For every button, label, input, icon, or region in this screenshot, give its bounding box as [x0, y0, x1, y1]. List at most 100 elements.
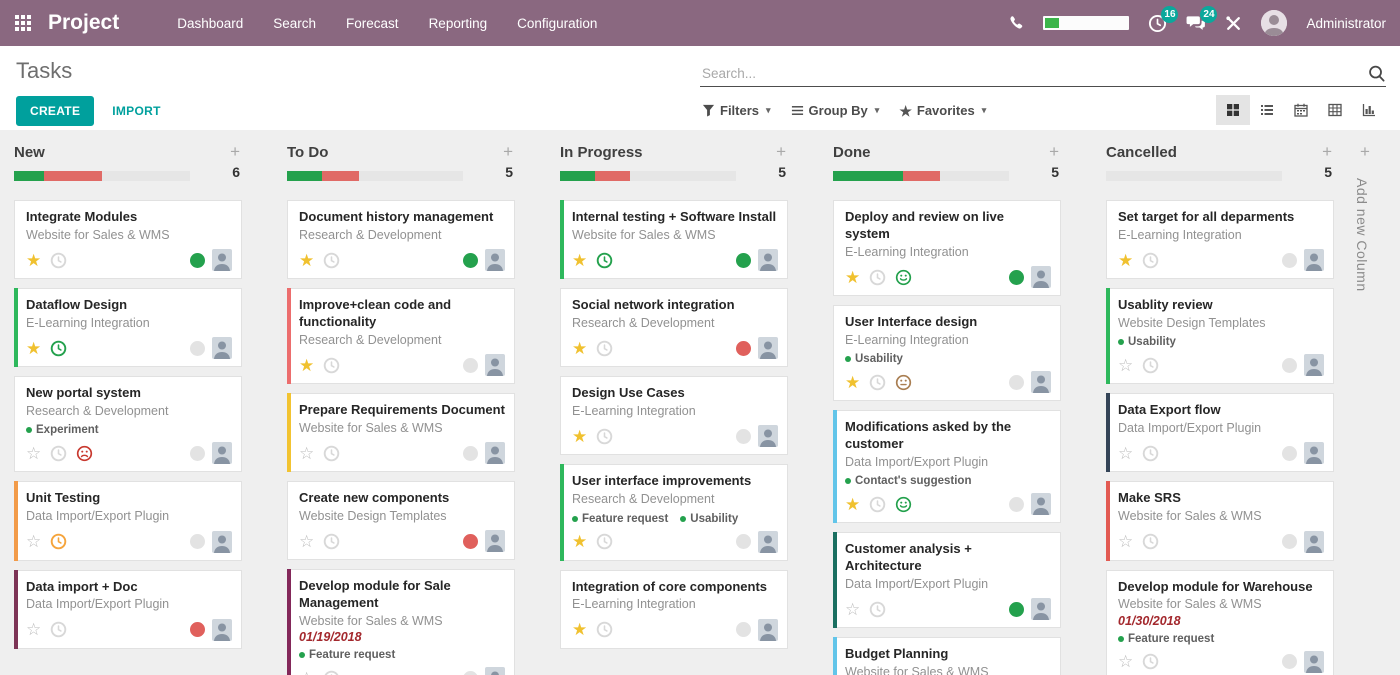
- kanban-state-dot[interactable]: [736, 428, 751, 444]
- search-icon[interactable]: [1367, 64, 1386, 83]
- priority-star-icon[interactable]: ☆: [26, 532, 42, 552]
- activity-clock-icon[interactable]: [50, 340, 67, 357]
- card-title[interactable]: User Interface design: [845, 314, 978, 330]
- card-title[interactable]: Develop module for Sale Management: [299, 578, 451, 611]
- column-title[interactable]: To Do: [287, 144, 329, 161]
- kanban-state-dot[interactable]: [190, 252, 205, 268]
- kanban-state-dot[interactable]: [190, 622, 205, 638]
- priority-star-icon[interactable]: ★: [572, 338, 588, 358]
- card-title[interactable]: New portal system: [26, 385, 141, 401]
- assignee-avatar[interactable]: [758, 425, 778, 448]
- card-tag[interactable]: Usability: [1118, 336, 1176, 348]
- kanban-card[interactable]: Integrate Modules Website for Sales & WMS…: [14, 200, 242, 280]
- nav-item-forecast[interactable]: Forecast: [346, 15, 399, 31]
- activity-clock-icon[interactable]: [1142, 445, 1159, 462]
- activity-clock-icon[interactable]: [869, 496, 886, 513]
- card-title[interactable]: Prepare Requirements Document: [299, 402, 505, 418]
- card-title[interactable]: Integration of core components: [572, 578, 768, 594]
- kanban-card[interactable]: Modifications asked by the customer Data …: [833, 410, 1061, 524]
- assignee-avatar[interactable]: [485, 354, 505, 377]
- card-tag[interactable]: Feature request: [299, 649, 395, 661]
- priority-star-icon[interactable]: ★: [572, 532, 588, 552]
- nav-item-configuration[interactable]: Configuration: [517, 15, 598, 31]
- kanban-state-dot[interactable]: [190, 534, 205, 550]
- card-title[interactable]: Budget Planning: [845, 646, 949, 662]
- activity-clock-icon[interactable]: [596, 621, 613, 638]
- activity-clock-icon[interactable]: [596, 340, 613, 357]
- card-title[interactable]: Data Export flow: [1118, 402, 1221, 418]
- activity-clock-icon[interactable]: [323, 252, 340, 269]
- favorites-menu[interactable]: ★ Favorites ▾: [899, 102, 987, 119]
- group-by-menu[interactable]: Group By ▾: [791, 103, 879, 118]
- assignee-avatar[interactable]: [758, 618, 778, 641]
- column-title[interactable]: Cancelled: [1106, 144, 1177, 161]
- kanban-state-dot[interactable]: [1282, 654, 1297, 670]
- priority-star-icon[interactable]: ★: [845, 372, 861, 392]
- card-title[interactable]: Customer analysis + Architecture: [845, 541, 972, 574]
- activity-clock-icon[interactable]: [869, 601, 886, 618]
- kanban-card[interactable]: Data import + Doc Data Import/Export Plug…: [14, 569, 242, 649]
- card-title[interactable]: Set target for all deparments: [1118, 209, 1295, 224]
- card-title[interactable]: Data import + Doc: [26, 578, 138, 594]
- timer-progressbar[interactable]: [1043, 16, 1130, 30]
- kanban-state-dot[interactable]: [463, 533, 478, 549]
- kanban-state-dot[interactable]: [463, 357, 478, 373]
- phone-icon[interactable]: [1008, 15, 1024, 31]
- activity-clock-icon[interactable]: [1142, 252, 1159, 269]
- kanban-card[interactable]: Data Export flow Data Import/Export Plugi…: [1106, 393, 1334, 473]
- card-title[interactable]: Integrate Modules: [26, 209, 138, 224]
- card-tag[interactable]: Usability: [845, 353, 903, 365]
- assignee-avatar[interactable]: [485, 442, 505, 465]
- activity-clock-icon[interactable]: [596, 428, 613, 445]
- column-progressbar[interactable]: [833, 171, 1009, 181]
- card-title[interactable]: Unit Testing: [26, 490, 101, 506]
- kanban-card[interactable]: User Interface design E-Learning Integrat…: [833, 305, 1061, 402]
- activity-clock-icon[interactable]: [596, 533, 613, 550]
- card-title[interactable]: Document history management: [299, 209, 494, 224]
- priority-star-icon[interactable]: ★: [572, 426, 588, 446]
- kanban-card[interactable]: Integration of core components E-Learning…: [560, 569, 788, 649]
- nav-item-search[interactable]: Search: [273, 15, 317, 31]
- kanban-card[interactable]: Social network integration Research & Dev…: [560, 288, 788, 368]
- tools-icon[interactable]: [1225, 15, 1242, 32]
- card-title[interactable]: Create new components: [299, 490, 450, 506]
- column-add-icon[interactable]: +: [776, 142, 786, 161]
- card-tag[interactable]: Contact's suggestion: [845, 475, 971, 487]
- activity-clock-icon[interactable]: [596, 252, 613, 269]
- progress-green-segment[interactable]: [560, 171, 596, 181]
- progress-red-segment[interactable]: [322, 171, 360, 181]
- column-add-icon[interactable]: +: [1049, 142, 1059, 161]
- column-progressbar[interactable]: [287, 171, 463, 181]
- priority-star-icon[interactable]: ☆: [26, 620, 42, 640]
- activity-clock-icon[interactable]: [50, 533, 67, 550]
- assignee-avatar[interactable]: [212, 530, 232, 553]
- activity-clock-icon[interactable]: [50, 252, 67, 269]
- view-pivot-button[interactable]: [1318, 95, 1352, 125]
- kanban-state-dot[interactable]: [463, 252, 478, 268]
- activity-clock-icon[interactable]: [323, 357, 340, 374]
- activity-clock-icon[interactable]: [323, 533, 340, 550]
- card-title[interactable]: Develop module for Warehouse: [1118, 578, 1313, 594]
- priority-star-icon[interactable]: ★: [299, 355, 315, 375]
- priority-star-icon[interactable]: ★: [845, 267, 861, 287]
- nav-item-reporting[interactable]: Reporting: [428, 15, 488, 31]
- kanban-card[interactable]: Develop module for Sale Management Websit…: [287, 569, 515, 675]
- assignee-avatar[interactable]: [758, 337, 778, 360]
- column-title[interactable]: In Progress: [560, 144, 643, 161]
- assignee-avatar[interactable]: [1031, 266, 1051, 289]
- priority-star-icon[interactable]: ☆: [299, 531, 315, 551]
- kanban-state-dot[interactable]: [1282, 534, 1297, 550]
- priority-star-icon[interactable]: ☆: [26, 443, 42, 463]
- column-add-icon[interactable]: +: [503, 142, 513, 161]
- assignee-avatar[interactable]: [1304, 354, 1324, 377]
- card-title[interactable]: Improve+clean code and functionality: [299, 297, 452, 330]
- kanban-state-dot[interactable]: [1282, 445, 1297, 461]
- kanban-state-dot[interactable]: [1009, 601, 1024, 617]
- kanban-card[interactable]: New portal system Research & Development E…: [14, 376, 242, 473]
- assignee-avatar[interactable]: [212, 618, 232, 641]
- user-avatar[interactable]: [1261, 10, 1288, 36]
- priority-star-icon[interactable]: ★: [572, 620, 588, 640]
- column-progressbar[interactable]: [14, 171, 190, 181]
- progress-red-segment[interactable]: [903, 171, 941, 181]
- app-brand[interactable]: Project: [48, 11, 120, 34]
